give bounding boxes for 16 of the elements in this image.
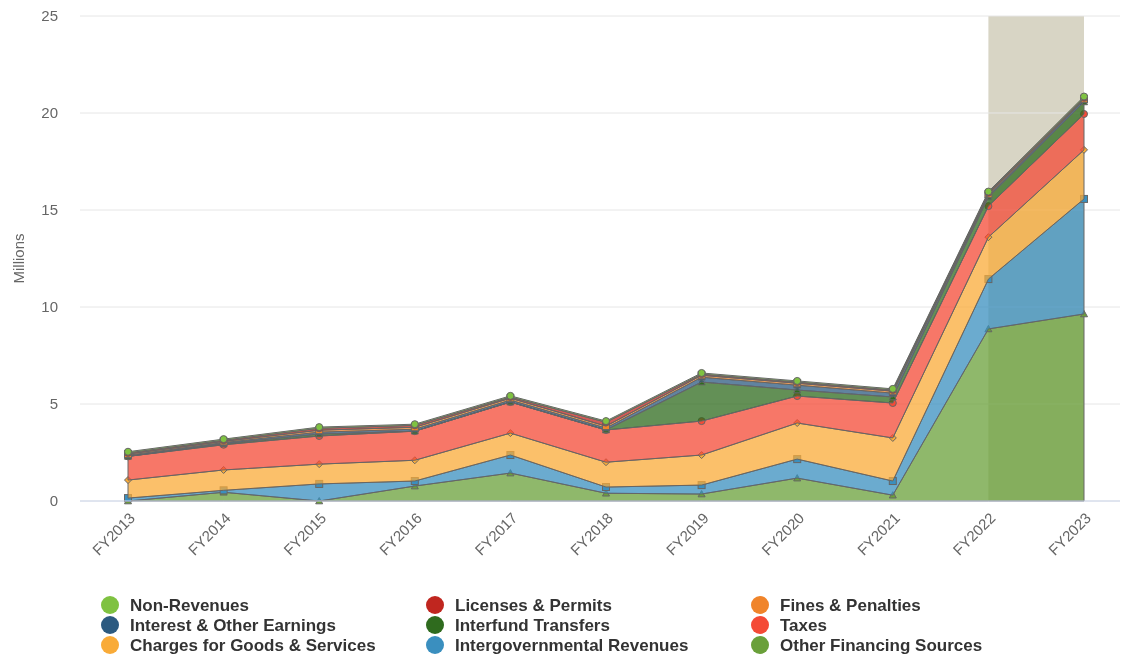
legend-label: Interfund Transfers <box>455 616 610 635</box>
y-tick-label: 25 <box>41 7 58 24</box>
y-tick-label: 15 <box>41 201 58 218</box>
y-tick-label: 20 <box>41 104 58 121</box>
y-tick-label: 10 <box>41 298 58 315</box>
legend-label: Taxes <box>780 616 827 635</box>
legend-label: Interest & Other Earnings <box>130 616 336 635</box>
legend-label: Other Financing Sources <box>780 636 983 655</box>
y-tick-label: 5 <box>49 395 58 412</box>
y-tick-label: 0 <box>49 492 58 509</box>
legend-label: Licenses & Permits <box>455 596 612 615</box>
legend-label: Fines & Penalties <box>780 596 921 615</box>
y-axis-title: Millions <box>10 233 27 284</box>
legend-label: Intergovernmental Revenues <box>455 636 689 655</box>
legend-label: Charges for Goods & Services <box>130 636 376 655</box>
legend-label: Non-Revenues <box>130 596 250 615</box>
